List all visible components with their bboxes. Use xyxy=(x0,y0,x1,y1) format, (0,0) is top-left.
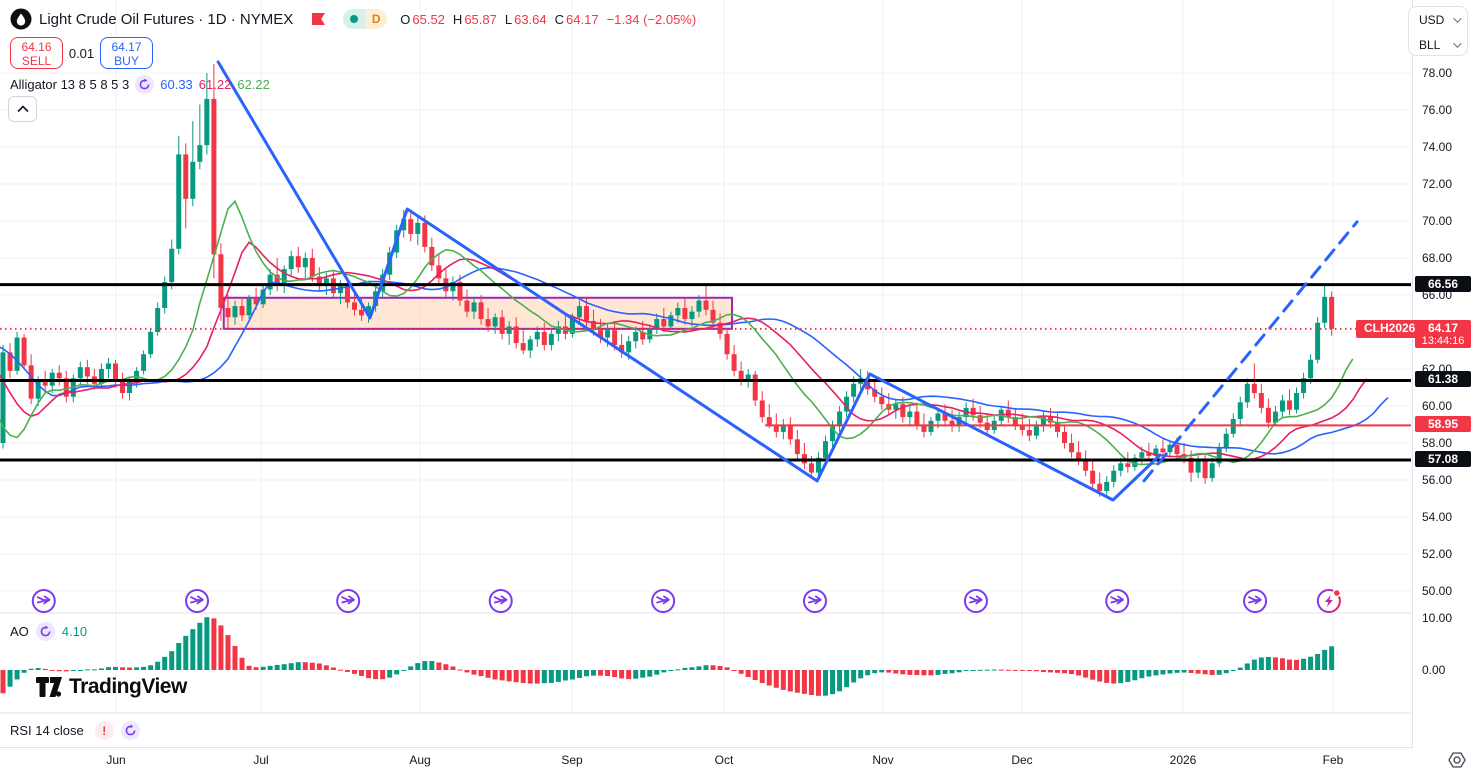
time-axis-label: Feb xyxy=(1322,753,1344,767)
time-axis-label: Nov xyxy=(872,753,894,767)
trendline-zigzag[interactable] xyxy=(216,60,1162,502)
sync-icon[interactable] xyxy=(120,721,140,740)
alert-icon[interactable]: ! xyxy=(94,721,114,740)
sync-icon[interactable] xyxy=(35,622,55,641)
unit-dropdown[interactable]: BLL xyxy=(1409,32,1467,57)
price-label-pill: 64.17 13:44:16 xyxy=(1415,319,1471,348)
price-tick: 68.00 xyxy=(1422,251,1453,265)
sync-icon[interactable] xyxy=(135,74,155,94)
ao-value: 4.10 xyxy=(61,624,88,639)
ohlc-readout: O 65.52 H 65.87 L 63.64 C 64.17 −1.34 (−2.05… xyxy=(400,11,697,27)
time-axis-label: Dec xyxy=(1011,753,1033,767)
chart-header: Light Crude Oil Futures · 1D · NYMEX D O… xyxy=(10,7,696,31)
ao-tick: 0.00 xyxy=(1422,663,1446,677)
time-axis-label: Jun xyxy=(106,753,126,767)
time-axis[interactable]: Jun Jul Aug Sep Oct Nov Dec 2026 Feb xyxy=(0,748,1473,774)
alligator-teeth-line[interactable] xyxy=(0,241,1368,461)
alligator-lips-value: 62.22 xyxy=(237,76,270,92)
time-axis-label: Aug xyxy=(409,753,431,767)
sell-button[interactable]: 64.16 SELL xyxy=(10,37,63,69)
price-label-pill: 66.56 xyxy=(1415,275,1471,292)
currency-dropdown[interactable]: USD xyxy=(1409,7,1467,32)
price-label-pill: 61.38 xyxy=(1415,371,1471,388)
ao-tick: 10.00 xyxy=(1422,611,1453,625)
chevron-down-icon xyxy=(1453,38,1462,48)
alligator-jaw-line[interactable] xyxy=(0,266,1389,455)
change-readout: −1.34 (−2.05%) xyxy=(606,11,697,27)
market-open-dot-icon xyxy=(343,9,366,29)
symbol-title[interactable]: Light Crude Oil Futures · 1D · NYMEX xyxy=(39,10,294,28)
price-tick: 56.00 xyxy=(1422,473,1453,487)
rollover-markers[interactable] xyxy=(31,588,1342,613)
tradingview-logo-text: TradingView xyxy=(69,675,187,698)
price-axis[interactable]: 78.0076.0074.0072.0070.0068.0066.0064.00… xyxy=(1412,0,1473,774)
price-tick: 78.00 xyxy=(1422,66,1453,80)
price-tick: 58.00 xyxy=(1422,436,1453,450)
alligator-jaw-value: 60.33 xyxy=(160,76,193,92)
gear-icon[interactable] xyxy=(1447,750,1467,770)
price-tick: 54.00 xyxy=(1422,510,1453,524)
tradingview-logo-icon xyxy=(36,677,62,697)
month-gridlines xyxy=(115,0,1334,713)
ao-legend[interactable]: AO 4.10 xyxy=(10,622,87,641)
symbol-logo-icon xyxy=(10,8,32,30)
ao-histogram xyxy=(0,617,1335,696)
market-status-pill[interactable]: D xyxy=(343,9,388,29)
price-tick: 52.00 xyxy=(1422,547,1453,561)
chevron-up-icon xyxy=(16,105,29,113)
time-axis-label: Oct xyxy=(714,753,734,767)
alligator-teeth-value: 61.22 xyxy=(198,76,232,92)
flag-icon[interactable] xyxy=(312,12,326,26)
price-tick: 76.00 xyxy=(1422,103,1453,117)
collapse-indicators-button[interactable] xyxy=(8,96,37,122)
price-tick: 50.00 xyxy=(1422,584,1453,598)
contract-label: CLH2026 xyxy=(1356,319,1424,338)
price-levels[interactable] xyxy=(0,283,1411,462)
unit-selector: USD BLL xyxy=(1408,6,1468,56)
time-axis-label: 2026 xyxy=(1169,753,1197,767)
candlesticks xyxy=(0,63,1335,497)
price-tick: 60.00 xyxy=(1422,399,1453,413)
price-label-pill: 57.08 xyxy=(1415,451,1471,468)
time-axis-label: Jul xyxy=(253,753,269,767)
rsi-label: RSI 14 close xyxy=(10,723,84,738)
price-tick: 72.00 xyxy=(1422,177,1453,191)
timeframe-badge: D xyxy=(365,9,388,29)
price-tick: 70.00 xyxy=(1422,214,1453,228)
chevron-down-icon xyxy=(1453,13,1462,23)
ao-label: AO xyxy=(10,624,29,639)
buy-button[interactable]: 64.17 BUY xyxy=(100,37,153,69)
price-label-pill: 58.95 xyxy=(1415,416,1471,433)
alligator-label: Alligator 13 8 5 8 5 3 xyxy=(10,76,130,92)
tradingview-watermark: TradingView xyxy=(36,675,187,699)
price-tick: 74.00 xyxy=(1422,140,1453,154)
alligator-legend[interactable]: Alligator 13 8 5 8 5 3 60.33 61.22 62.22 xyxy=(10,74,270,94)
trendline-dashed-projection[interactable] xyxy=(1142,220,1359,483)
time-axis-label: Sep xyxy=(561,753,583,767)
rsi-legend[interactable]: RSI 14 close ! xyxy=(10,721,140,740)
spread-value: 0.01 xyxy=(68,45,95,61)
